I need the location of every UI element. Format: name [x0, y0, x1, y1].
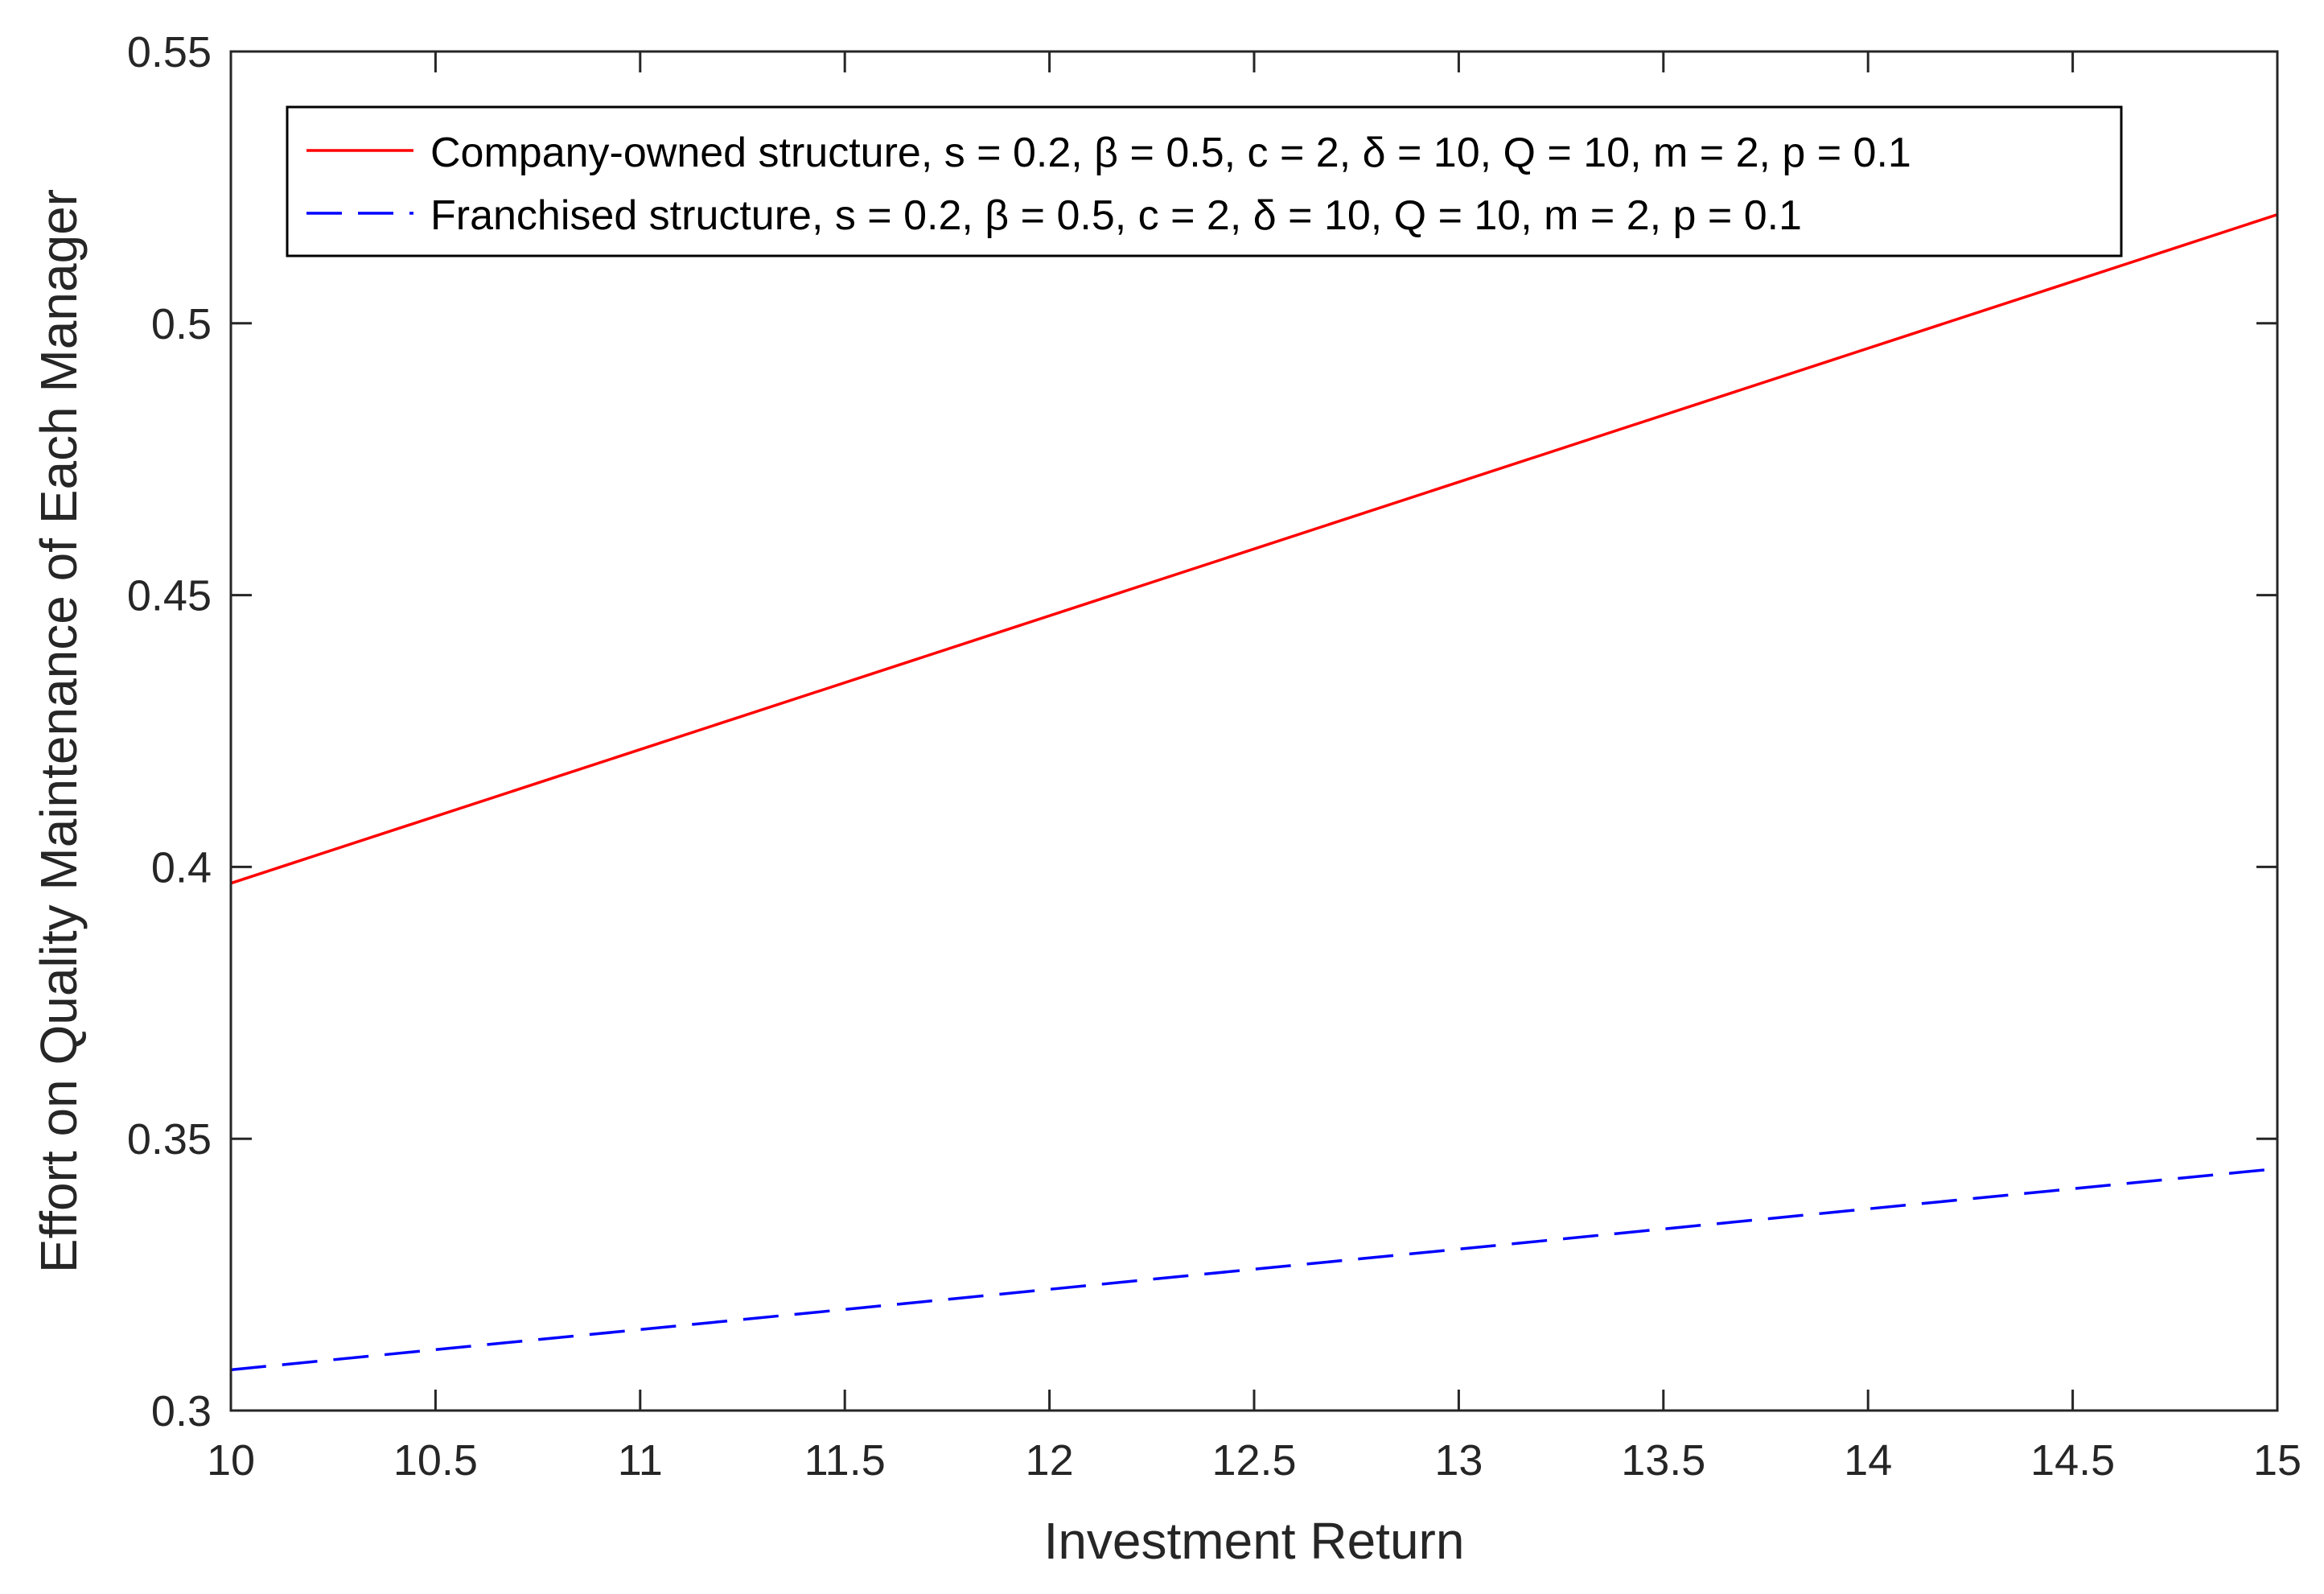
y-axis-label: Effort on Quality Maintenance of Each Ma… — [30, 189, 88, 1273]
y-tick-label: 0.4 — [151, 843, 212, 892]
y-tick-label: 0.45 — [127, 572, 212, 620]
x-tick-label: 13 — [1434, 1436, 1483, 1485]
legend: Company-owned structure, s = 0.2, β = 0.… — [286, 105, 2123, 257]
plot-frame — [229, 50, 2279, 1412]
y-tick-label: 0.5 — [151, 300, 212, 348]
y-tick-label: 0.55 — [127, 28, 212, 76]
x-tick-label: 11.5 — [804, 1436, 886, 1485]
legend-entry-franchised: Franchised structure, s = 0.2, β = 0.5, … — [430, 192, 1802, 239]
x-tick-label: 10 — [207, 1436, 255, 1485]
x-tick-label: 14.5 — [2030, 1436, 2115, 1485]
x-tick-label: 13.5 — [1621, 1436, 1705, 1485]
x-tick-label: 11 — [618, 1436, 663, 1485]
y-tick-label: 0.35 — [127, 1115, 212, 1164]
plot-area — [231, 51, 2277, 1411]
series-lines — [230, 213, 2278, 1372]
x-tick-label: 12 — [1026, 1436, 1074, 1485]
x-tick-label: 10.5 — [393, 1436, 478, 1485]
series-line-franchised — [230, 1167, 2278, 1372]
x-tick-label: 14 — [1844, 1436, 1892, 1485]
x-tick-label: 15 — [2253, 1436, 2301, 1485]
x-axis-label: Investment Return — [1044, 1512, 1465, 1570]
series-line-company-owned — [230, 213, 2278, 885]
legend-entry-company-owned: Company-owned structure, s = 0.2, β = 0.… — [430, 130, 1911, 176]
y-tick-label: 0.3 — [151, 1387, 212, 1435]
legend-box — [286, 105, 2123, 257]
x-tick-label: 12.5 — [1211, 1436, 1296, 1485]
axis-tick-labels: 10 10.5 11 11.5 12 12.5 13 13.5 14 14.5 15 0.3 0.35 0… — [127, 28, 2301, 1485]
